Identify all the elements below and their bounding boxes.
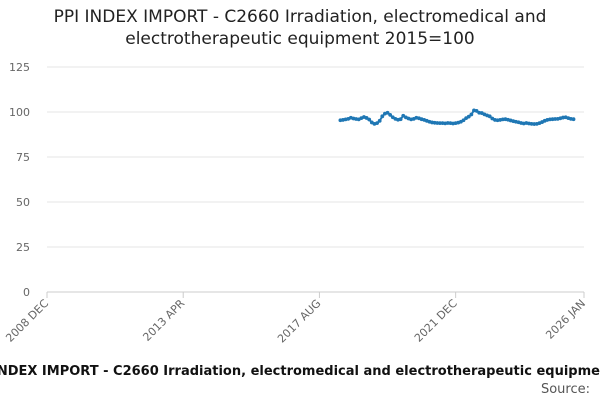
data-point (398, 117, 403, 122)
x-tick-label-0: 2008 DEC (3, 297, 51, 345)
chart-title-line-2: electrotherapeutic equipment 2015=100 (125, 29, 475, 49)
bottom-series-label: INDEX IMPORT - C2660 Irradiation, electr… (0, 364, 600, 379)
y-tick-label-75: 75 (16, 151, 30, 164)
data-point (367, 117, 372, 122)
series-layer (338, 108, 576, 126)
y-tick-labels: 0 25 50 75 100 125 (9, 61, 30, 299)
chart-title: PPI INDEX IMPORT - C2660 Irradiation, el… (0, 6, 600, 50)
data-point (380, 114, 385, 119)
data-point (438, 121, 442, 126)
y-tick-label-25: 25 (16, 241, 30, 254)
x-tick-label-2: 2017 AUG (275, 297, 324, 346)
x-tick-labels: 2008 DEC 2013 APR 2017 AUG 2021 DEC 2026 JAN (3, 297, 588, 346)
gridlines (47, 66, 584, 293)
data-point (385, 110, 390, 115)
y-tick-label-100: 100 (9, 106, 30, 119)
x-tick-label-1: 2013 APR (140, 297, 187, 344)
x-tick-label-3: 2021 DEC (412, 297, 460, 345)
source-label: Source: (540, 382, 590, 397)
data-point (466, 114, 471, 119)
y-tick-label-0: 0 (23, 286, 30, 299)
data-point (388, 112, 393, 117)
data-point (487, 114, 492, 119)
y-tick-label-50: 50 (16, 196, 30, 209)
y-tick-label-125: 125 (9, 61, 30, 74)
data-point (469, 112, 474, 117)
chart-title-line-1: PPI INDEX IMPORT - C2660 Irradiation, el… (53, 7, 547, 27)
axes (46, 291, 585, 298)
x-tick-label-4: 2026 JAN (543, 297, 588, 342)
data-point (375, 121, 379, 126)
data-point (377, 118, 382, 123)
data-point (571, 117, 576, 122)
data-point (461, 118, 466, 123)
